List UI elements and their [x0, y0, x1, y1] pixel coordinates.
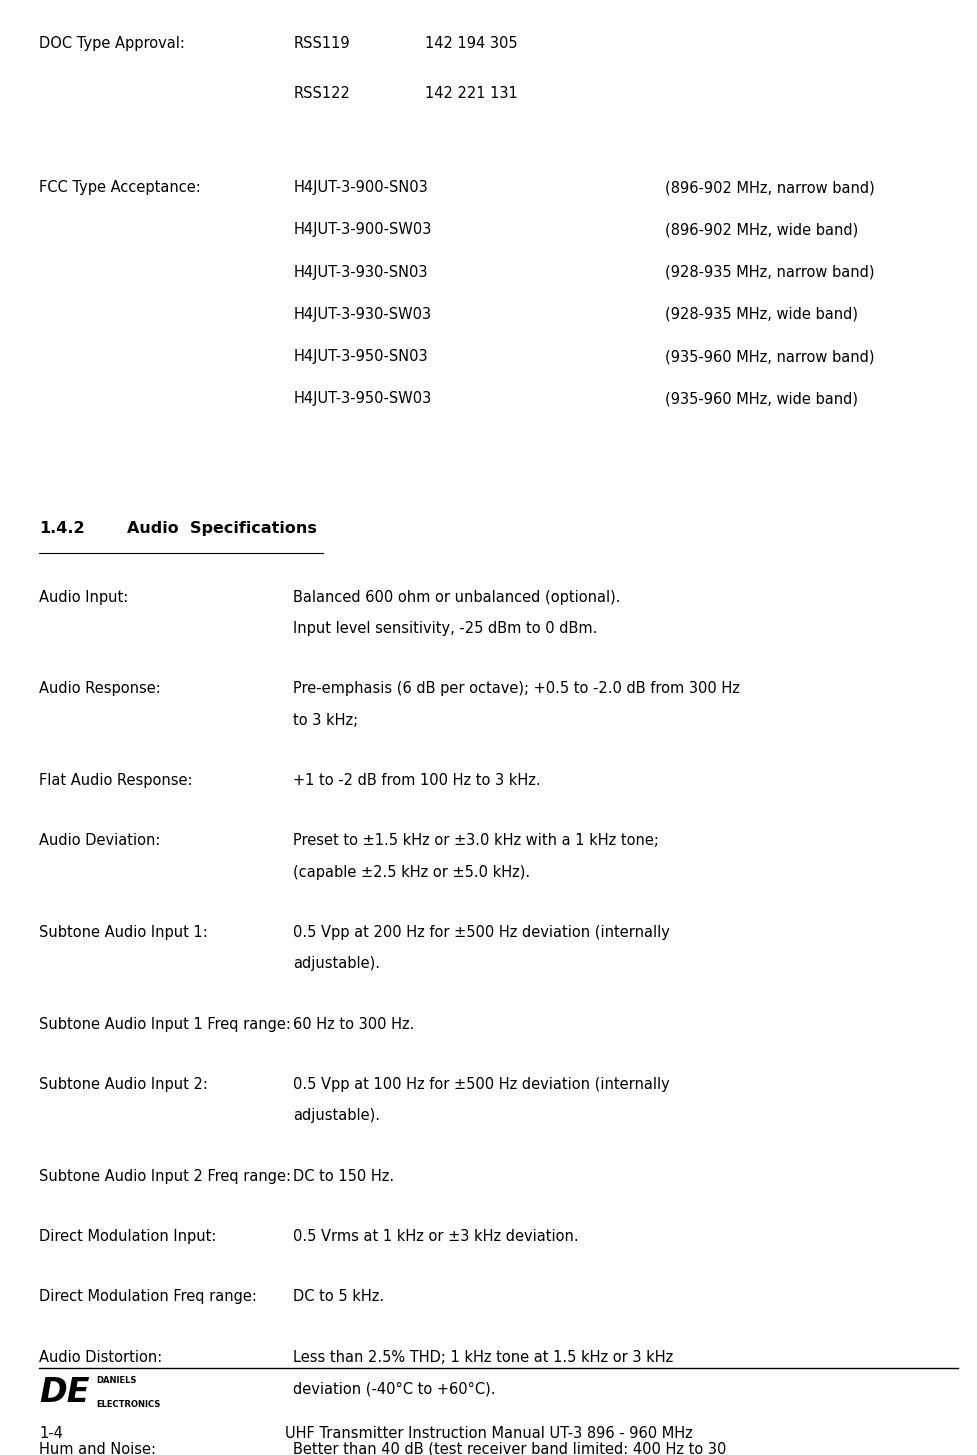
Text: DOC Type Approval:: DOC Type Approval: — [39, 36, 185, 51]
Text: Less than 2.5% THD; 1 kHz tone at 1.5 kHz or 3 kHz: Less than 2.5% THD; 1 kHz tone at 1.5 kH… — [293, 1350, 673, 1365]
Text: 1.4.2: 1.4.2 — [39, 521, 85, 535]
Text: 60 Hz to 300 Hz.: 60 Hz to 300 Hz. — [293, 1017, 414, 1032]
Text: 142 194 305: 142 194 305 — [425, 36, 518, 51]
Text: 0.5 Vrms at 1 kHz or ±3 kHz deviation.: 0.5 Vrms at 1 kHz or ±3 kHz deviation. — [293, 1229, 578, 1244]
Text: (capable ±2.5 kHz or ±5.0 kHz).: (capable ±2.5 kHz or ±5.0 kHz). — [293, 864, 530, 880]
Text: UHF Transmitter Instruction Manual UT-3 896 - 960 MHz: UHF Transmitter Instruction Manual UT-3 … — [285, 1426, 692, 1440]
Text: 142 221 131: 142 221 131 — [425, 86, 518, 102]
Text: (896-902 MHz, narrow band): (896-902 MHz, narrow band) — [664, 180, 873, 195]
Text: RSS119: RSS119 — [293, 36, 350, 51]
Text: 0.5 Vpp at 200 Hz for ±500 Hz deviation (internally: 0.5 Vpp at 200 Hz for ±500 Hz deviation … — [293, 925, 669, 940]
Text: Preset to ±1.5 kHz or ±3.0 kHz with a 1 kHz tone;: Preset to ±1.5 kHz or ±3.0 kHz with a 1 … — [293, 834, 658, 848]
Text: adjustable).: adjustable). — [293, 1109, 380, 1123]
Text: Balanced 600 ohm or unbalanced (optional).: Balanced 600 ohm or unbalanced (optional… — [293, 589, 620, 605]
Text: +1 to -2 dB from 100 Hz to 3 kHz.: +1 to -2 dB from 100 Hz to 3 kHz. — [293, 773, 540, 789]
Text: Subtone Audio Input 2:: Subtone Audio Input 2: — [39, 1077, 208, 1093]
Text: Flat Audio Response:: Flat Audio Response: — [39, 773, 192, 789]
Text: Audio Input:: Audio Input: — [39, 589, 128, 605]
Text: deviation (-40°C to +60°C).: deviation (-40°C to +60°C). — [293, 1381, 495, 1397]
Text: (928-935 MHz, narrow band): (928-935 MHz, narrow band) — [664, 265, 873, 279]
Text: Pre-emphasis (6 dB per octave); +0.5 to -2.0 dB from 300 Hz: Pre-emphasis (6 dB per octave); +0.5 to … — [293, 681, 740, 697]
Text: DANIELS: DANIELS — [96, 1376, 136, 1385]
Text: DC to 150 Hz.: DC to 150 Hz. — [293, 1168, 394, 1184]
Text: H4JUT-3-930-SN03: H4JUT-3-930-SN03 — [293, 265, 428, 279]
Text: ELECTRONICS: ELECTRONICS — [96, 1400, 160, 1408]
Text: (896-902 MHz, wide band): (896-902 MHz, wide band) — [664, 223, 858, 237]
Text: Better than 40 dB (test receiver band limited: 400 Hz to 30: Better than 40 dB (test receiver band li… — [293, 1442, 726, 1455]
Text: DC to 5 kHz.: DC to 5 kHz. — [293, 1289, 384, 1305]
Text: 0.5 Vpp at 100 Hz for ±500 Hz deviation (internally: 0.5 Vpp at 100 Hz for ±500 Hz deviation … — [293, 1077, 669, 1093]
Text: Subtone Audio Input 2 Freq range:: Subtone Audio Input 2 Freq range: — [39, 1168, 291, 1184]
Text: Direct Modulation Freq range:: Direct Modulation Freq range: — [39, 1289, 257, 1305]
Text: Audio Distortion:: Audio Distortion: — [39, 1350, 162, 1365]
Text: adjustable).: adjustable). — [293, 956, 380, 972]
Text: H4JUT-3-950-SN03: H4JUT-3-950-SN03 — [293, 349, 428, 364]
Text: Subtone Audio Input 1:: Subtone Audio Input 1: — [39, 925, 208, 940]
Text: FCC Type Acceptance:: FCC Type Acceptance: — [39, 180, 200, 195]
Text: DE: DE — [39, 1376, 90, 1410]
Text: Audio  Specifications: Audio Specifications — [127, 521, 317, 535]
Text: Audio Response:: Audio Response: — [39, 681, 160, 697]
Text: (928-935 MHz, wide band): (928-935 MHz, wide band) — [664, 307, 857, 322]
Text: Direct Modulation Input:: Direct Modulation Input: — [39, 1229, 216, 1244]
Text: Input level sensitivity, -25 dBm to 0 dBm.: Input level sensitivity, -25 dBm to 0 dB… — [293, 621, 597, 636]
Text: (935-960 MHz, narrow band): (935-960 MHz, narrow band) — [664, 349, 873, 364]
Text: Subtone Audio Input 1 Freq range:: Subtone Audio Input 1 Freq range: — [39, 1017, 291, 1032]
Text: RSS122: RSS122 — [293, 86, 350, 102]
Text: 1-4: 1-4 — [39, 1426, 63, 1440]
Text: Hum and Noise:: Hum and Noise: — [39, 1442, 156, 1455]
Text: H4JUT-3-900-SW03: H4JUT-3-900-SW03 — [293, 223, 431, 237]
Text: Audio Deviation:: Audio Deviation: — [39, 834, 160, 848]
Text: to 3 kHz;: to 3 kHz; — [293, 713, 359, 728]
Text: H4JUT-3-930-SW03: H4JUT-3-930-SW03 — [293, 307, 431, 322]
Text: H4JUT-3-950-SW03: H4JUT-3-950-SW03 — [293, 391, 431, 406]
Text: (935-960 MHz, wide band): (935-960 MHz, wide band) — [664, 391, 857, 406]
Text: H4JUT-3-900-SN03: H4JUT-3-900-SN03 — [293, 180, 428, 195]
